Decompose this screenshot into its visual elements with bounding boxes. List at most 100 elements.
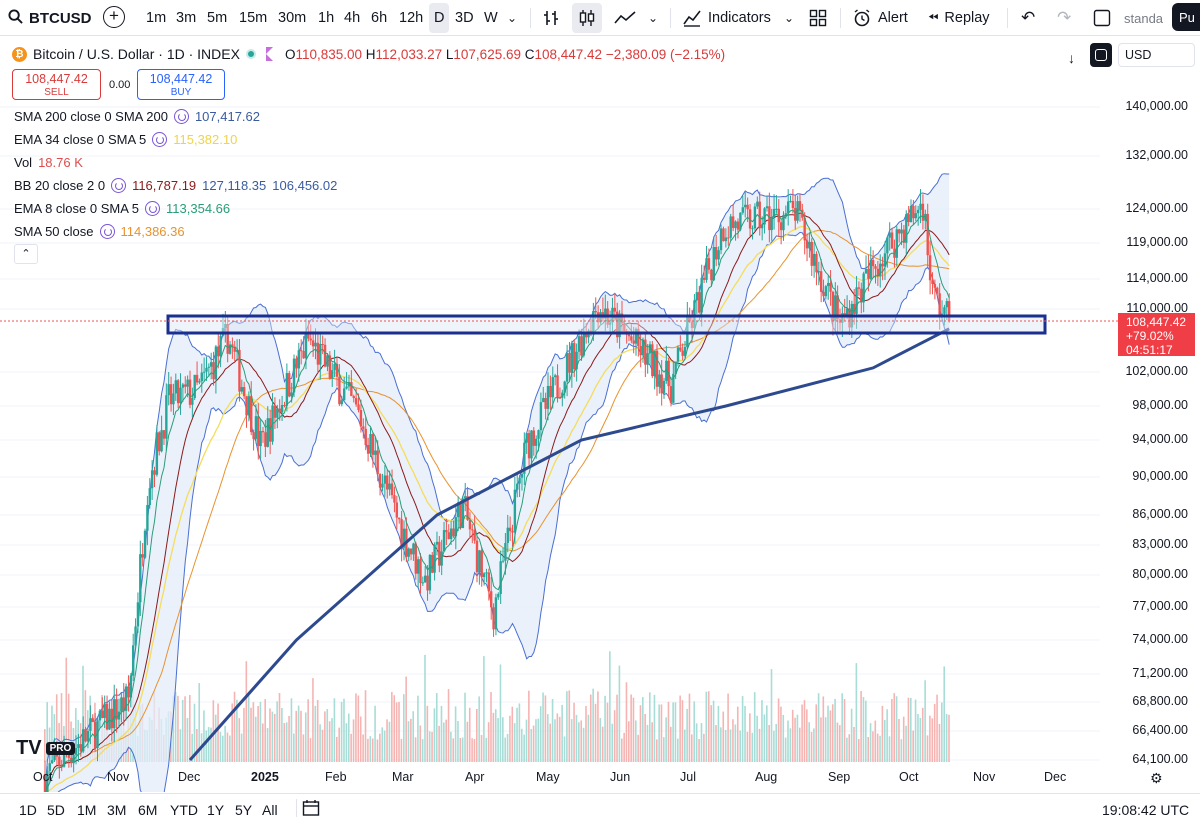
volume-bar [566, 691, 568, 762]
interval-d[interactable]: D [429, 3, 450, 33]
candle-body [886, 237, 889, 254]
interval-4h[interactable]: 4h [344, 10, 361, 26]
chevron-down-icon[interactable]: ⌄ [648, 11, 659, 25]
candle-body [224, 323, 227, 329]
fullscreen-button[interactable] [1090, 43, 1112, 67]
candle-body [81, 729, 85, 752]
candle-body [285, 373, 289, 406]
publish-button[interactable]: Pu [1172, 3, 1200, 31]
currency-select[interactable]: USD [1118, 43, 1195, 67]
price-tick-label: 80,000.00 [1132, 567, 1188, 581]
indicator-ema34[interactable]: EMA 34 close 0 SMA 5 115,382.10 [14, 132, 238, 147]
range-3m[interactable]: 3M [107, 802, 127, 818]
volume-bar [271, 711, 274, 762]
refresh-icon[interactable] [173, 109, 189, 124]
volume-bar [815, 704, 818, 762]
candle-body [824, 286, 828, 297]
interval-5m[interactable]: 5m [207, 10, 228, 26]
templates-icon[interactable] [809, 3, 827, 33]
range-5d[interactable]: 5D [47, 802, 65, 818]
interval-12h[interactable]: 12h [399, 10, 424, 26]
refresh-icon[interactable] [99, 224, 115, 239]
candle-body [141, 554, 144, 558]
indicator-sma200[interactable]: SMA 200 close 0 SMA 200 107,417.62 [14, 109, 261, 124]
indicator-bollinger[interactable]: BB 20 close 2 0 116,787.19 127,118.35 10… [14, 178, 338, 193]
volume-bar [438, 725, 440, 762]
refresh-icon[interactable] [152, 132, 168, 147]
candle-body [350, 382, 353, 397]
undo-icon[interactable]: ↶ [1021, 8, 1036, 27]
compare-symbol-button[interactable]: + [103, 6, 125, 28]
volume-bar [293, 733, 295, 762]
interval-w[interactable]: W [484, 10, 498, 26]
candle-body [565, 352, 569, 382]
search-icon [8, 8, 23, 28]
candles-icon[interactable] [572, 3, 602, 33]
candle-body [546, 385, 550, 409]
volume-bar [259, 701, 262, 762]
bar-style-icon[interactable] [541, 3, 561, 33]
layout-name[interactable]: standa [1124, 10, 1164, 26]
range-1d[interactable]: 1D [19, 802, 37, 818]
volume-bar [379, 733, 381, 762]
candle-body [644, 339, 647, 365]
range-ytd[interactable]: YTD [170, 802, 198, 818]
refresh-icon[interactable] [111, 178, 127, 193]
range-1m[interactable]: 1M [77, 802, 97, 818]
arrow-down-icon[interactable]: ↓ [1068, 50, 1075, 66]
indicator-sma50[interactable]: SMA 50 close 114,386.36 [14, 224, 185, 239]
interval-3d[interactable]: 3D [455, 10, 474, 26]
symbol-title[interactable]: Bitcoin / U.S. Dollar · 1D · INDEX [33, 46, 240, 62]
volume-bar [184, 696, 186, 762]
volume-bar [644, 714, 646, 762]
replay-button[interactable]: ⏪︎ Replay [928, 3, 990, 33]
interval-1m[interactable]: 1m [146, 10, 167, 26]
redo-icon[interactable]: ↷ [1057, 8, 1072, 27]
price-tick-label: 68,800.00 [1132, 694, 1188, 708]
volume-bar [681, 700, 684, 762]
candle-body [926, 213, 929, 256]
layout-icon[interactable] [1093, 3, 1111, 33]
interval-30m[interactable]: 30m [278, 10, 307, 26]
flag-icon[interactable] [265, 47, 273, 61]
collapse-legend-button[interactable]: ⌃ [14, 244, 38, 264]
candle-body [815, 253, 818, 273]
range-5y[interactable]: 5Y [235, 802, 253, 818]
indicator-ema8[interactable]: EMA 8 close 0 SMA 5 113,354.66 [14, 201, 231, 216]
candle-body [386, 475, 389, 490]
interval-3m[interactable]: 3m [176, 10, 197, 26]
volume-bar [936, 694, 938, 762]
candle-body [212, 362, 215, 380]
chevron-down-icon[interactable]: ⌄ [507, 11, 518, 25]
legend-header: ₿ Bitcoin / U.S. Dollar · 1D · INDEX O11… [12, 46, 725, 62]
indicator-volume[interactable]: Vol 18.76 K [14, 155, 83, 170]
chevron-down-icon[interactable]: ⌄ [784, 11, 795, 25]
indicators-button[interactable]: Indicators [682, 3, 771, 33]
settings-icon[interactable]: ⚙ [1150, 770, 1163, 786]
interval-15m[interactable]: 15m [239, 10, 268, 26]
price-chart[interactable] [0, 0, 1200, 792]
candle-body [207, 366, 211, 368]
alert-button[interactable]: Alert [852, 3, 908, 33]
interval-1h[interactable]: 1h [318, 10, 335, 26]
candle-body [608, 322, 612, 325]
range-1y[interactable]: 1Y [207, 802, 225, 818]
sell-button[interactable]: 108,447.42 SELL [12, 69, 101, 100]
buy-button[interactable]: 108,447.42 BUY [137, 69, 225, 100]
refresh-icon[interactable] [145, 201, 161, 216]
range-6m[interactable]: 6M [138, 802, 158, 818]
candle-body [155, 432, 159, 475]
range-all[interactable]: All [262, 802, 278, 818]
interval-6h[interactable]: 6h [371, 10, 388, 26]
candle-body [423, 575, 427, 583]
candle-body [143, 530, 147, 558]
line-chart-icon[interactable] [613, 3, 637, 33]
volume-bar [252, 702, 255, 762]
candle-body [637, 328, 640, 346]
go-to-date-icon[interactable] [302, 799, 320, 820]
candle-body [549, 385, 552, 398]
symbol-search[interactable]: BTCUSD [8, 3, 92, 33]
utc-clock[interactable]: 19:08:42 UTC [1102, 802, 1190, 818]
support-zone-rectangle[interactable] [166, 314, 1047, 335]
volume-bar [304, 712, 307, 762]
